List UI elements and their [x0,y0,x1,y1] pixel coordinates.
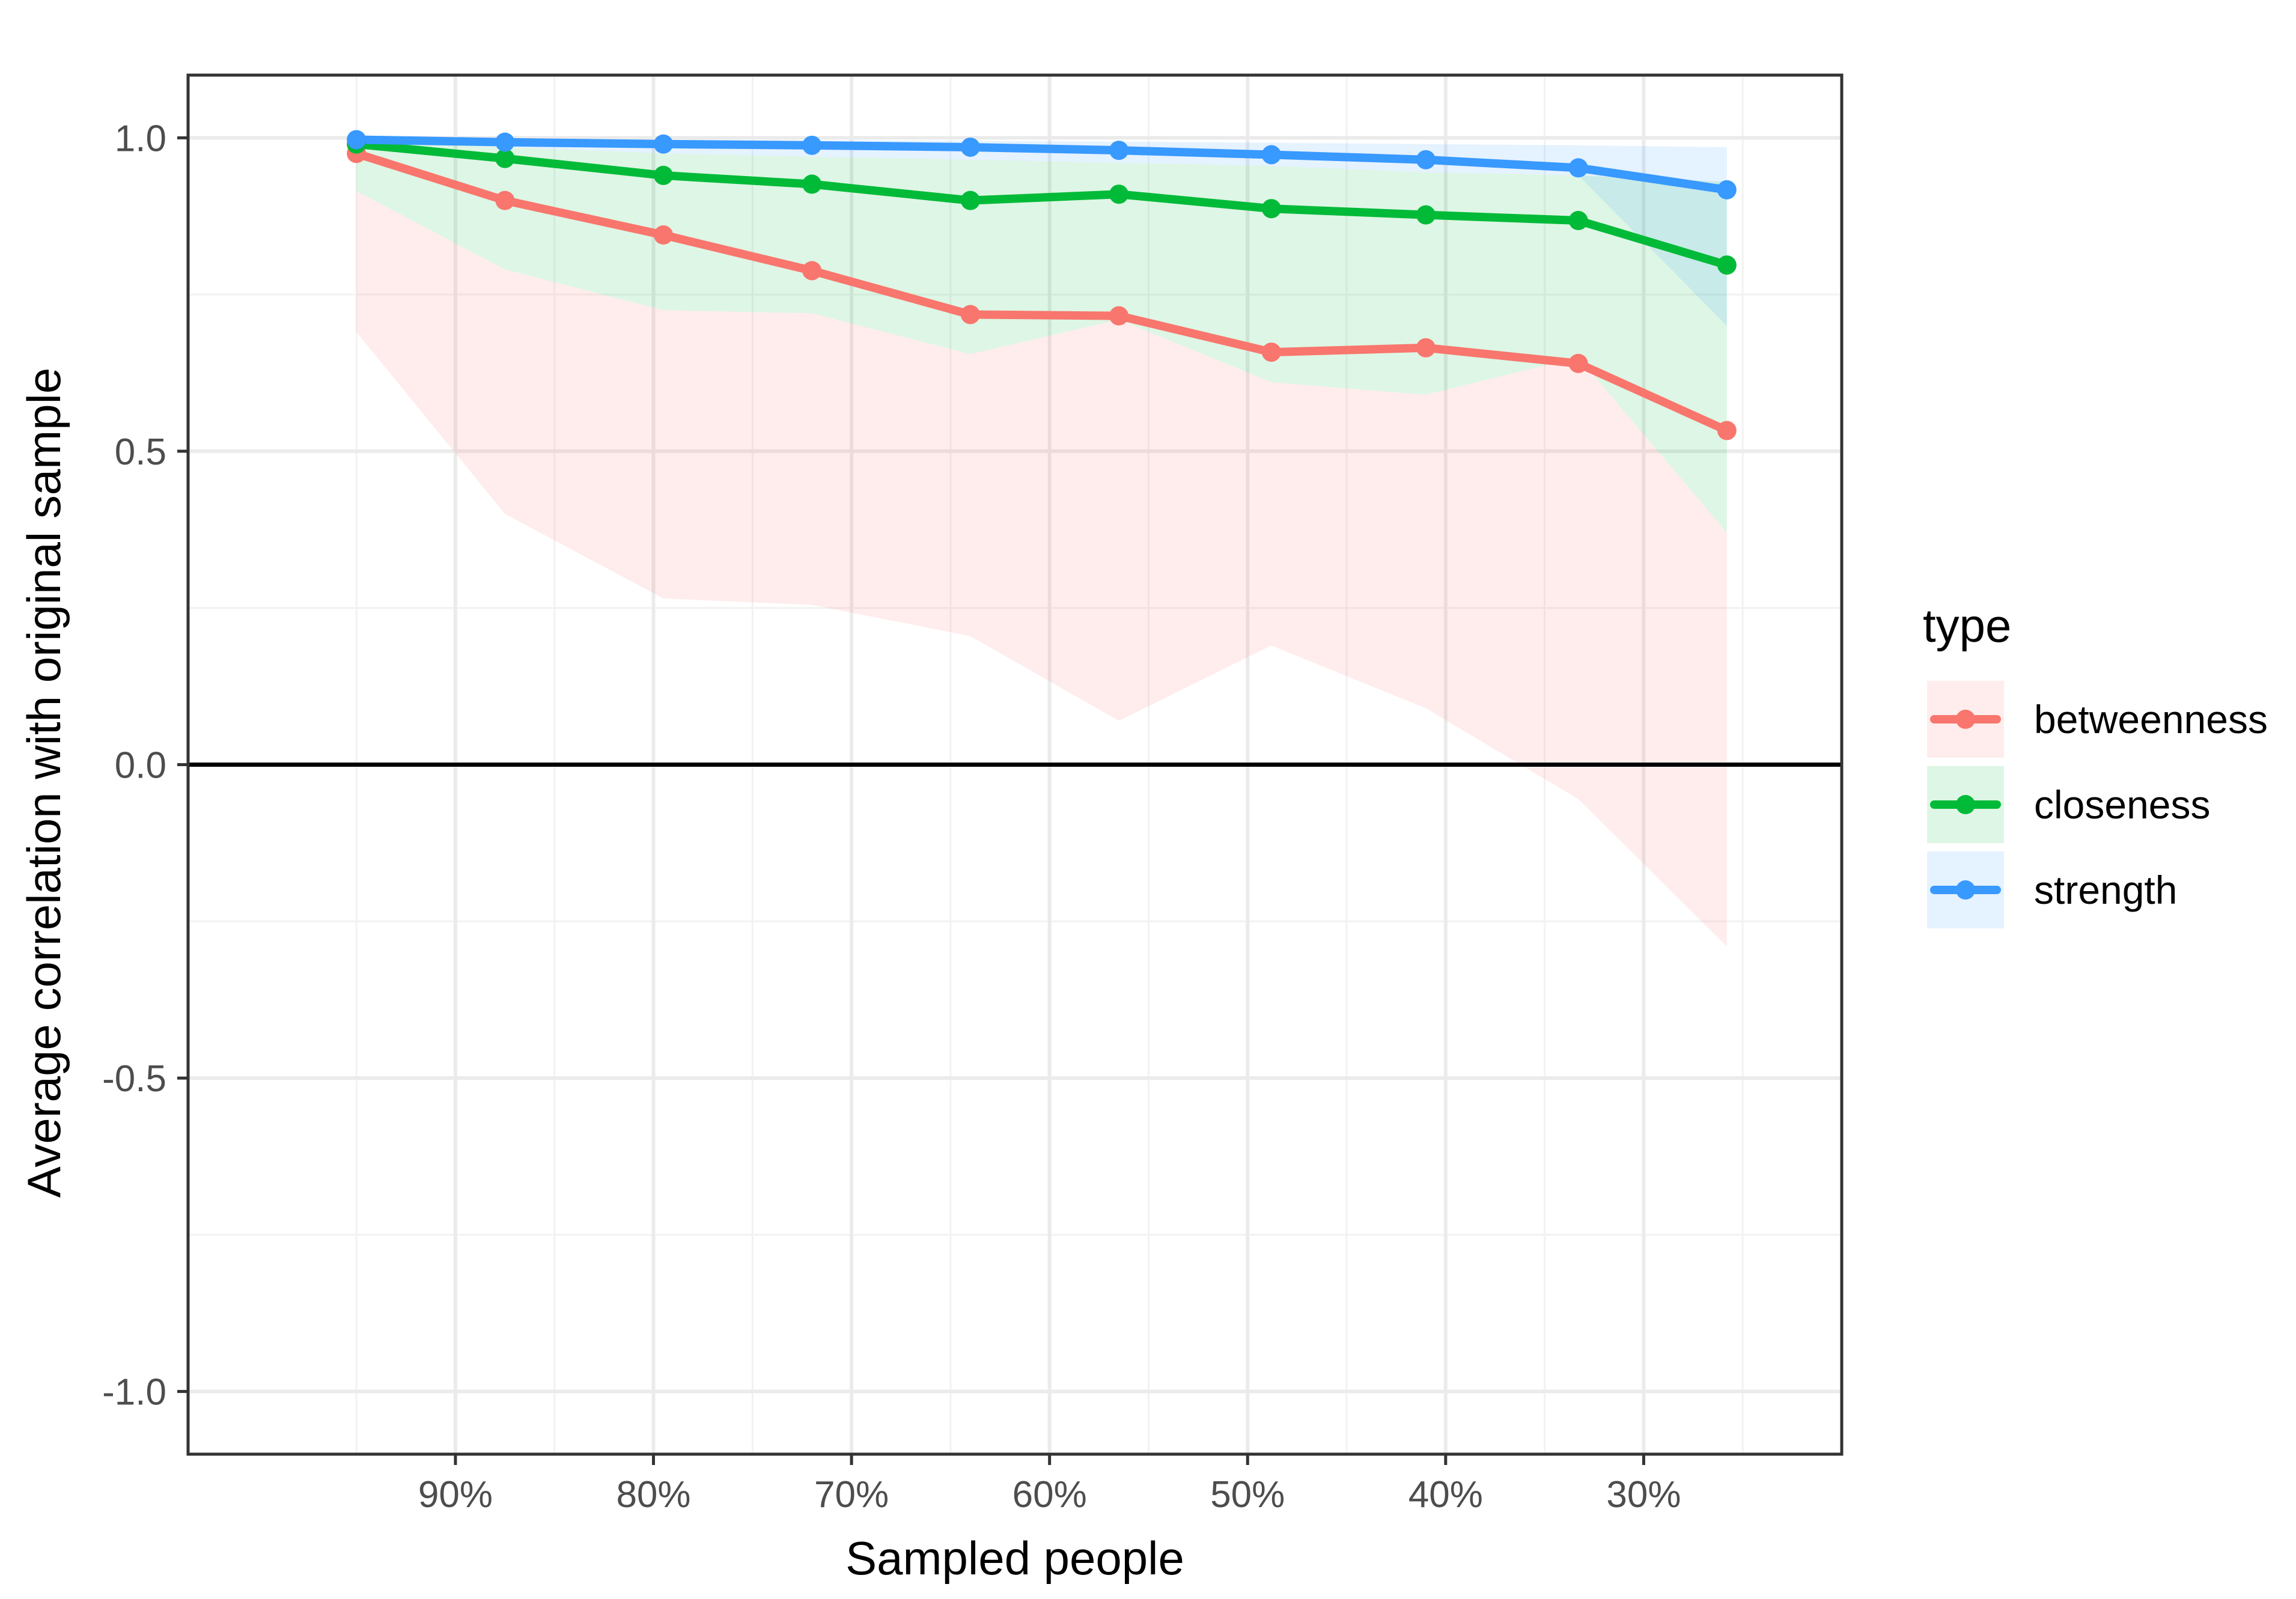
point-closeness [1261,199,1281,219]
band-betweenness [356,190,1727,947]
x-tick-label: 90% [418,1474,493,1515]
y-tick-label: -1.0 [102,1372,166,1413]
legend-point-betweenness [1956,710,1975,729]
point-closeness [802,174,822,194]
series-lines [352,135,1731,435]
point-betweenness [1109,306,1129,326]
y-tick-label: -0.5 [102,1058,166,1100]
point-closeness [1416,205,1436,225]
point-closeness [495,148,515,168]
point-strength [1416,150,1436,169]
point-strength [1261,145,1281,165]
y-tick-label: 0.0 [115,745,166,787]
x-tick-label: 50% [1210,1474,1285,1515]
band-strength [356,138,1727,326]
line-strength [352,135,1731,194]
y-axis-ticks: 1.0 0.5 0.0 -0.5 -1.0 [102,118,188,1413]
point-closeness [1109,184,1129,204]
point-betweenness [1568,353,1588,373]
line-betweenness [352,149,1731,435]
legend-point-strength [1956,880,1975,900]
point-betweenness [653,225,673,245]
point-betweenness [1416,338,1436,358]
point-strength [1568,158,1588,178]
point-betweenness [960,305,980,324]
point-closeness [960,190,980,210]
point-betweenness [802,261,822,281]
point-strength [960,137,980,157]
y-tick-label: 0.5 [115,431,166,473]
point-strength [495,132,515,152]
legend-label-closeness: closeness [2034,782,2211,827]
y-tick-label: 1.0 [115,118,166,159]
point-closeness [1717,255,1737,275]
point-strength [653,134,673,154]
x-axis-title: Sampled people [845,1532,1184,1585]
band-closeness [356,141,1727,533]
legend-title: type [1923,599,2011,652]
legend-label-strength: strength [2034,868,2177,912]
point-betweenness [1717,421,1737,440]
confidence-bands [356,138,1727,947]
x-tick-label: 60% [1012,1474,1087,1515]
legend-label-betweenness: betweenness [2034,697,2268,742]
legend: type betweenness closeness strength [1923,599,2268,928]
x-axis-ticks: 90% 80% 70% 60% 50% 40% 30% [418,1454,1681,1515]
point-closeness [1568,211,1588,231]
point-closeness [653,165,673,185]
x-tick-label: 80% [616,1474,690,1515]
x-tick-label: 70% [814,1474,889,1515]
line-closeness [352,139,1731,270]
point-strength [347,130,367,150]
point-betweenness [1261,343,1281,362]
point-strength [1109,141,1129,160]
point-strength [1717,180,1737,199]
point-betweenness [495,190,515,210]
legend-point-closeness [1956,795,1975,814]
point-strength [802,135,822,155]
y-axis-title: Average correlation with original sample [17,368,70,1198]
series-points [347,130,1737,440]
x-tick-label: 30% [1606,1474,1681,1515]
x-tick-label: 40% [1408,1474,1483,1515]
